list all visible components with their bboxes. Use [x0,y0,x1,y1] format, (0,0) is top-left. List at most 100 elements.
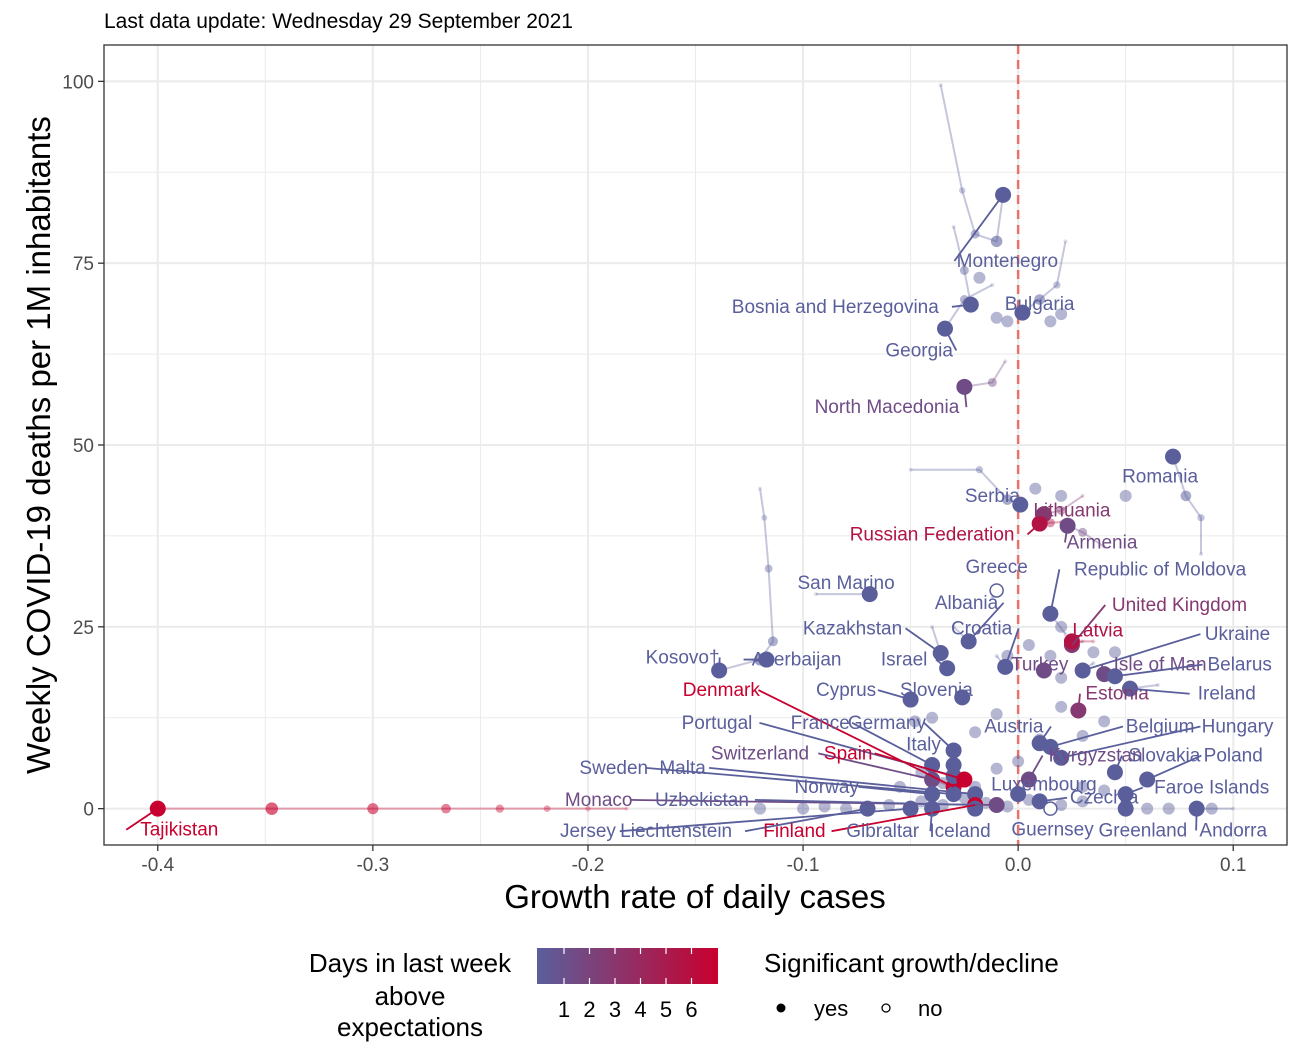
y-tick-label: 50 [73,436,94,457]
trajectory-point [987,377,997,387]
trajectory-point [1091,661,1096,666]
country-label: Armenia [1067,532,1138,553]
trajectory-point [1002,494,1013,505]
country-label: Croatia [951,618,1013,639]
country-label: Hungary [1202,716,1274,737]
color-legend-label: 3 [609,997,621,1022]
label-leader-line [877,689,911,701]
shape-legend-no: no [918,996,942,1021]
label-leader-line [874,752,965,781]
country-label: Ukraine [1205,624,1270,645]
label-leader-line [1129,687,1190,695]
trajectory-point [1063,239,1068,244]
label-leader-line [1071,604,1106,646]
legend-open-circle-icon [881,1003,891,1013]
country-label: Albania [935,593,999,614]
country-label: Poland [1204,746,1263,767]
background-country-point [990,762,1003,775]
x-tick-label: 0.1 [1220,855,1246,876]
background-country-point [1055,799,1068,811]
background-country-point [883,799,896,811]
trajectory-point [1003,359,1008,364]
trajectory-line [964,360,1007,388]
background-country-point [1141,802,1154,815]
country-label: Norway [795,777,860,798]
country-label: Finland [763,821,825,842]
label-leader-line [963,386,968,408]
label-leader-line [1082,633,1201,672]
background-country-point [926,711,939,724]
label-leader-line [1064,525,1069,543]
axes: -0.4 -0.3 -0.2 -0.1 0.0 0.1 0 25 50 75 100 [62,44,1288,876]
label-leader-line [967,602,1005,642]
trajectory-point [543,805,551,813]
background-country-point [1055,700,1068,713]
country-label: Ireland [1198,684,1256,705]
country-label: Cyprus [816,680,876,701]
color-legend-label: 5 [660,997,672,1022]
label-leader-line [818,752,933,781]
label-leader-line [1049,569,1061,614]
label-leader-line [858,785,933,795]
country-label: Republic of Moldova [1074,559,1247,580]
trajectory-point [994,653,999,658]
country-label: Latvia [1072,620,1123,641]
country-label: Tajikistan [140,820,218,841]
country-label: Uzbekistan [655,790,749,811]
trajectory-line [718,488,774,672]
trajectory-point [1080,493,1085,498]
y-tick-label: 100 [62,72,94,93]
country-label: Italy [906,735,941,756]
country-point [1012,496,1029,513]
country-label: Isle of Man [1114,655,1207,676]
country-label: Kosovo† [646,647,720,668]
country-label: Germany [848,713,927,734]
shape-legend-title: Significant growth/decline [764,948,1059,978]
background-country-point [1055,620,1068,633]
label-leader-line [944,328,958,351]
country-label: Israel [881,650,927,671]
x-tick-label: -0.1 [787,855,820,876]
background-country-point [1119,489,1132,502]
label-leader-line [1125,786,1144,795]
trajectory-point [1034,294,1045,305]
country-label: Greenland [1099,820,1188,841]
trajectory-line [944,284,993,330]
label-leader-line [1050,725,1124,748]
country-label: Greece [965,557,1027,578]
trajectory-point [990,283,995,287]
y-axis-title: Weekly COVID-19 deaths per 1M inhabitant… [20,116,57,774]
label-leader-line [718,657,721,671]
label-leader-line [125,807,159,831]
trajectory-point [930,624,935,629]
background-country-point [1205,802,1218,815]
trajectory-point [958,187,966,194]
country-point [1035,662,1052,679]
label-leader-line [1038,725,1052,744]
trajectory-point [761,514,768,521]
trajectory-line [952,226,972,305]
trajectory-point [1091,639,1096,644]
trajectory-point [767,636,778,647]
background-country-point [1001,315,1014,328]
background-country-point [1076,780,1089,793]
country-point [954,689,971,706]
label-leader-line [1028,755,1044,780]
label-leader-line [949,744,955,766]
trajectory-point [1155,683,1160,687]
country-label: Malta [659,758,706,779]
color-legend-label: 4 [634,997,646,1022]
label-leader-line [709,767,976,795]
background-country-point [908,715,921,728]
trajectory-point [764,564,773,573]
country-label: Gibraltar [846,821,920,842]
country-label: Romania [1122,466,1198,487]
trajectory-point [1198,552,1203,557]
background-country-point [1055,671,1068,684]
country-label: United Kingdom [1112,595,1247,616]
label-leader-line [831,804,976,833]
label-leader-line [754,799,976,806]
country-point [1010,786,1027,803]
country-label: Belarus [1207,655,1271,676]
